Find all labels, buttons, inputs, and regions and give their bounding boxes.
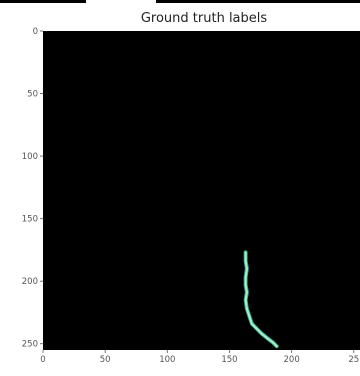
x-tick-label: 100 [159, 355, 175, 365]
y-tick-label: 50 [27, 90, 38, 100]
mask-point [245, 291, 248, 294]
y-tick-label: 150 [22, 215, 38, 225]
x-tick-label: 200 [284, 355, 300, 365]
mask-point [250, 322, 253, 325]
top-edge-strip-right [156, 0, 360, 3]
y-tick-label: 250 [22, 340, 38, 350]
mask-point [271, 341, 275, 344]
mask-point [255, 327, 258, 330]
chart-title: Ground truth labels [141, 11, 268, 26]
label-mask-layer [243, 250, 279, 349]
x-tick-label: 150 [221, 355, 237, 365]
x-tick-label: 0 [40, 355, 45, 365]
mask-point [244, 276, 247, 279]
y-tick-label: 200 [22, 277, 38, 287]
mask-point [260, 332, 263, 335]
mask-point [275, 345, 278, 348]
y-tick-label: 100 [22, 152, 38, 162]
x-tick-label: 50 [100, 355, 111, 365]
y-tick-label: 0 [33, 27, 38, 37]
y-axis: 0 50 100 150 200 250 [22, 27, 43, 350]
mask-point [248, 315, 251, 318]
mask-point [266, 337, 270, 340]
image-plot-area [43, 31, 360, 350]
top-edge-strip-left [0, 0, 86, 3]
mask-point [244, 251, 247, 254]
x-axis: 0 50 100 150 200 25 [40, 350, 359, 365]
mask-point [244, 283, 247, 287]
mask-point [245, 307, 248, 310]
x-tick-label: 25 [348, 355, 359, 365]
mask-point [245, 267, 248, 270]
mask-point [244, 298, 247, 302]
mask-point [244, 260, 247, 263]
